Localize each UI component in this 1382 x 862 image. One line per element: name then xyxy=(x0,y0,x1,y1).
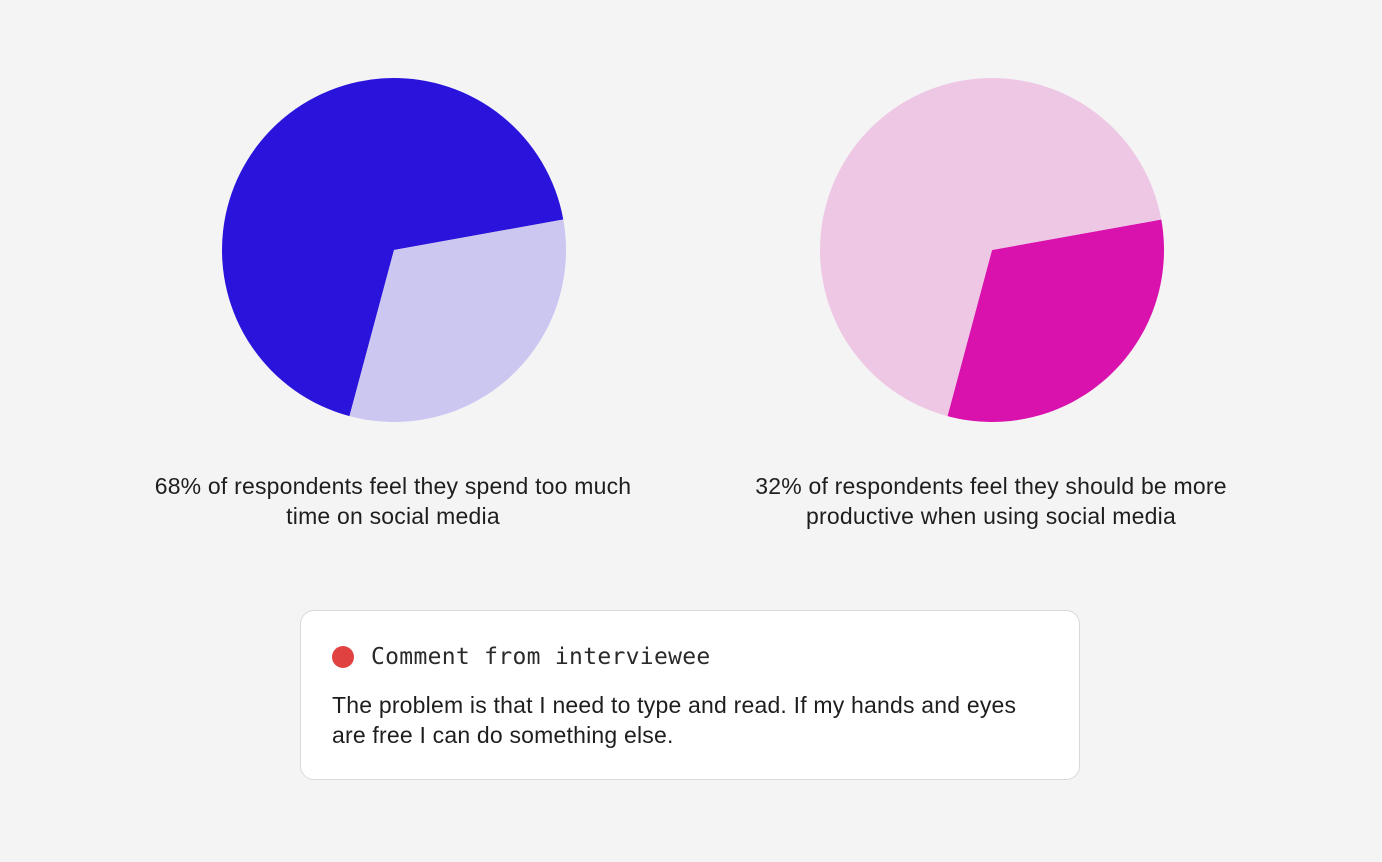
pie-slice-remainder xyxy=(349,219,566,422)
pie-chart-time-spent xyxy=(221,77,566,422)
red-dot-icon xyxy=(332,646,354,668)
pie-slice-remainder xyxy=(820,78,1162,417)
pie-slice-highlight xyxy=(947,219,1164,422)
pie-caption-time-spent: 68% of respondents feel they spend too m… xyxy=(154,473,632,529)
comment-title: Comment from interviewee xyxy=(371,644,711,670)
comment-header: Comment from interviewee xyxy=(332,644,711,670)
pie-slice-highlight xyxy=(221,77,564,417)
comment-card: Comment from interviewee The problem is … xyxy=(300,610,1080,780)
comment-body: The problem is that I need to type and r… xyxy=(332,692,1017,748)
pie-caption-productivity: 32% of respondents feel they should be m… xyxy=(755,473,1227,529)
pie-chart-productivity xyxy=(820,78,1164,422)
